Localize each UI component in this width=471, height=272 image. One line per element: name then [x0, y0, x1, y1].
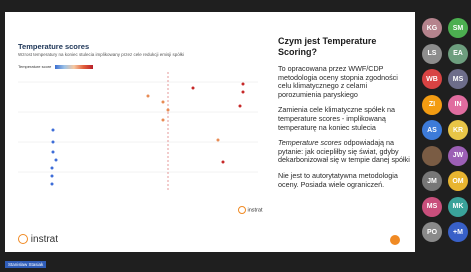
participant-avatar[interactable]: JM [422, 171, 442, 191]
paragraph: Nie jest to autorytatywna metodologia oc… [278, 172, 410, 189]
participant-avatar[interactable] [422, 146, 442, 166]
participant-avatar[interactable]: ZI [422, 95, 442, 115]
participant-avatar[interactable]: LS [422, 44, 442, 64]
text-column: Czym jest Temperature Scoring? To opraco… [278, 36, 410, 196]
footer-logo-text: instrat [31, 234, 58, 245]
screen: Temperature scores Wzrost temperatury na… [0, 0, 471, 272]
slide-nav-dot [390, 235, 400, 245]
participant-avatar[interactable]: IN [448, 95, 468, 115]
participant-avatar[interactable]: AS [422, 120, 442, 140]
participant-avatar[interactable]: WB [422, 69, 442, 89]
legend-colorbar [55, 65, 93, 69]
participant-avatar[interactable]: +M [448, 222, 468, 242]
participant-avatar[interactable]: MK [448, 197, 468, 217]
participant-avatar[interactable]: OM [448, 171, 468, 191]
participants-panel: KG SM LS EA WB MS ZI IN AS KR JW JM OM MS MK PO +M [420, 18, 470, 248]
paragraph: Temperature scores odpowiadają na pytani… [278, 139, 410, 165]
participant-avatar[interactable]: PO [422, 222, 442, 242]
paragraph: Zamienia cele klimatyczne spółek na temp… [278, 106, 410, 132]
participant-avatar[interactable]: MS [448, 69, 468, 89]
heading: Czym jest Temperature Scoring? [278, 36, 410, 57]
participant-avatar[interactable]: KG [422, 18, 442, 38]
participant-avatar[interactable]: MS [422, 197, 442, 217]
shared-slide: Temperature scores Wzrost temperatury na… [5, 12, 415, 252]
participant-avatar[interactable]: KR [448, 120, 468, 140]
legend-label: Temperature score [18, 64, 51, 69]
paragraph: To opracowana przez WWF/CDP metodologia … [278, 65, 410, 99]
participant-avatar[interactable]: SM [448, 18, 468, 38]
chart-title: Temperature scores [18, 42, 89, 51]
chart-subtitle: Wzrost temperatury na koniec stulecia im… [18, 52, 258, 57]
footer-logo: instrat [18, 234, 58, 245]
chart-logo-text: instrat [248, 207, 263, 213]
chart-logo: instrat [238, 206, 263, 214]
presenter-label: Stanisław Stasiak [5, 261, 46, 268]
participant-avatar[interactable]: JW [448, 146, 468, 166]
participant-avatar[interactable]: EA [448, 44, 468, 64]
chart-plot [18, 72, 258, 197]
